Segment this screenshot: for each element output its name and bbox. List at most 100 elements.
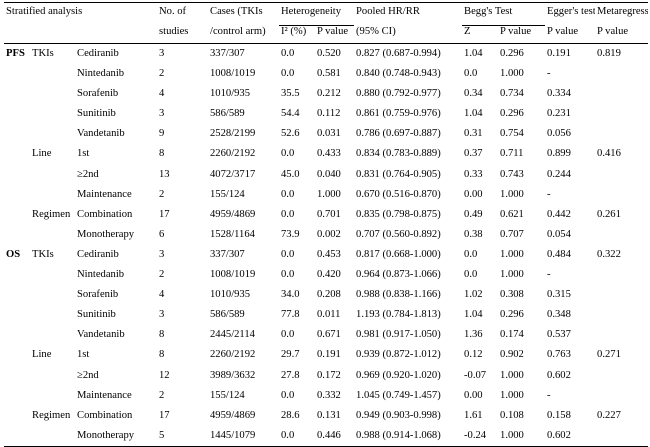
cases-cell: 586/589 (210, 108, 245, 120)
egger-pvalue-cell: 0.537 (547, 329, 571, 341)
studies-cell: 2 (159, 68, 165, 80)
subgroup-cell: Nintedanib (77, 269, 125, 281)
group-cell: Line (32, 148, 52, 160)
table-row: Vandetanib 9 2528/2199 52.6 0.031 0.786 (0.69… (4, 124, 648, 144)
cases-cell: 3989/3632 (210, 369, 256, 381)
subgroup-cell: Cediranib (77, 248, 119, 260)
pooled-hr-cell: 0.981 (0.917-1.050) (356, 329, 441, 341)
group-cell (30, 366, 75, 386)
begg-z-cell: 0.12 (464, 349, 483, 361)
subgroup-cell: Monotherapy (75, 425, 157, 447)
subgroup-cell: Maintenance (77, 389, 132, 401)
group-cell (30, 265, 75, 285)
heterogeneity-pvalue-cell: 1.000 (317, 188, 341, 200)
outcome-cell (4, 386, 30, 406)
pooled-hr-cell: 0.670 (0.516-0.870) (356, 188, 441, 200)
begg-pvalue-cell: 0.296 (500, 309, 524, 321)
group-cell (30, 165, 75, 185)
header-begg: Begg's Test (462, 2, 546, 26)
egger-pvalue-cell: 0.231 (547, 108, 571, 120)
table-row: OS TKIs Cediranib 3 337/307 0.0 0.453 0.817 (0.… (4, 245, 648, 265)
heterogeneity-pvalue-cell: 0.581 (317, 68, 341, 80)
table-row: Nintedanib 2 1008/1019 0.0 0.420 0.964 (0.873… (4, 265, 648, 285)
egger-pvalue-cell: - (547, 269, 551, 281)
heterogeneity-pvalue-cell: 0.453 (317, 248, 341, 260)
subgroup-cell: ≥2nd (77, 168, 99, 180)
studies-cell: 3 (159, 108, 165, 120)
begg-pvalue-cell: 1.000 (500, 248, 524, 260)
studies-cell: 17 (159, 409, 170, 421)
outcome-cell (4, 124, 30, 144)
metaregression-pvalue-cell (595, 185, 648, 205)
heterogeneity-pvalue-cell: 0.011 (317, 309, 341, 321)
begg-pvalue-cell: 0.707 (500, 228, 524, 240)
heterogeneity-pvalue-cell: 0.002 (317, 228, 341, 240)
group-cell (30, 124, 75, 144)
studies-cell: 8 (159, 329, 165, 341)
outcome-cell (4, 325, 30, 345)
cases-cell: 1010/935 (210, 88, 251, 100)
table-row: Vandetanib 8 2445/2114 0.0 0.671 0.981 (0.917… (4, 325, 648, 345)
i2-cell: 0.0 (281, 148, 295, 160)
subgroup-cell: 1st (77, 349, 90, 361)
header-meta-line2: P value (595, 25, 649, 44)
studies-cell: 6 (159, 228, 165, 240)
outcome-cell: PFS (6, 48, 25, 59)
studies-cell: 13 (159, 168, 170, 180)
group-cell (30, 386, 75, 406)
table-row: Sorafenib 4 1010/935 35.5 0.212 0.880 (0.792-… (4, 84, 648, 104)
group-cell (30, 305, 75, 325)
subgroup-cell: Sorafenib (77, 289, 119, 301)
begg-pvalue-cell: 1.000 (498, 425, 546, 447)
outcome-cell (4, 225, 30, 245)
header-stratified: Stratified analysis (6, 6, 83, 17)
studies-cell: 3 (159, 248, 165, 260)
egger-pvalue-cell: 0.334 (547, 88, 571, 100)
subgroup-cell: ≥2nd (77, 369, 99, 381)
group-cell: Regimen (32, 409, 71, 421)
heterogeneity-pvalue-cell: 0.031 (317, 128, 341, 140)
metaregression-pvalue-cell (595, 64, 648, 84)
pooled-hr-cell: 0.835 (0.798-0.875) (356, 208, 441, 220)
egger-pvalue-cell: 0.602 (545, 425, 596, 447)
outcome-cell (4, 305, 30, 325)
begg-pvalue-cell: 0.108 (500, 409, 524, 421)
begg-z-cell: 0.0 (464, 68, 478, 80)
table-row: Sunitinib 3 586/589 77.8 0.011 1.193 (0.784-1… (4, 305, 648, 325)
studies-cell: 3 (159, 309, 165, 321)
group-cell (30, 84, 75, 104)
egger-pvalue-cell: 0.602 (547, 369, 571, 381)
begg-z-cell: 1.04 (464, 48, 483, 59)
pooled-hr-cell: 0.949 (0.903-0.998) (356, 409, 441, 421)
metaregression-pvalue-cell (595, 305, 648, 325)
i2-cell: 0.0 (281, 208, 295, 220)
header-studies-line2: studies (157, 25, 208, 44)
egger-pvalue-cell: 0.763 (547, 349, 571, 361)
metaregression-pvalue-cell (595, 366, 648, 386)
i2-cell: 52.6 (281, 128, 300, 140)
outcome-cell (4, 366, 30, 386)
i2-cell: 27.8 (281, 369, 300, 381)
egger-pvalue-cell: 0.056 (547, 128, 571, 140)
header-cases-line2: /control arm) (208, 25, 279, 44)
group-cell (30, 104, 75, 124)
begg-z-cell: 0.0 (464, 269, 478, 281)
table-row: Regimen Combination 17 4959/4869 28.6 0.131 0.… (4, 406, 648, 426)
begg-z-cell: 0.00 (464, 188, 483, 200)
i2-cell: 34.0 (281, 289, 300, 301)
pooled-hr-cell: 0.840 (0.748-0.943) (356, 68, 441, 80)
begg-pvalue-cell: 0.734 (500, 88, 524, 100)
i2-cell: 73.9 (281, 228, 300, 240)
egger-pvalue-cell: 0.054 (547, 228, 571, 240)
begg-pvalue-cell: 0.754 (500, 128, 524, 140)
begg-z-cell: 0.49 (464, 208, 483, 220)
outcome-cell (4, 165, 30, 185)
begg-pvalue-cell: 0.621 (500, 208, 524, 220)
studies-cell: 8 (159, 148, 165, 160)
outcome-cell (4, 144, 30, 164)
subgroup-cell: Cediranib (77, 48, 119, 59)
studies-cell: 5 (157, 425, 208, 447)
i2-cell: 0.0 (281, 188, 295, 200)
subgroup-cell: Monotherapy (77, 228, 135, 240)
cases-cell: 4959/4869 (210, 208, 256, 220)
